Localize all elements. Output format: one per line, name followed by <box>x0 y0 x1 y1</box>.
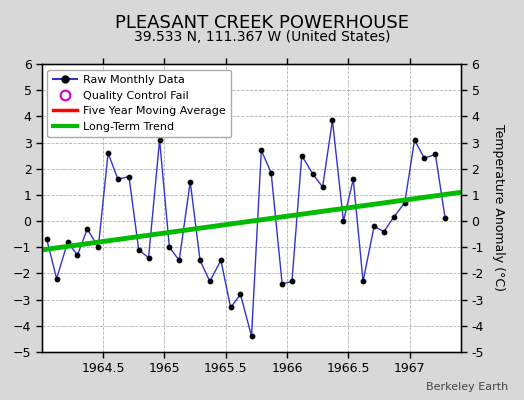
Point <box>145 254 153 261</box>
Point <box>156 137 164 143</box>
Point <box>165 244 173 250</box>
Point <box>267 170 275 176</box>
Point <box>431 151 440 158</box>
Point <box>298 152 306 159</box>
Point <box>186 179 194 185</box>
Point <box>370 223 378 230</box>
Text: Berkeley Earth: Berkeley Earth <box>426 382 508 392</box>
Point <box>257 147 266 154</box>
Point <box>359 278 367 284</box>
Point <box>278 281 286 287</box>
Legend: Raw Monthly Data, Quality Control Fail, Five Year Moving Average, Long-Term Tren: Raw Monthly Data, Quality Control Fail, … <box>48 70 231 137</box>
Point <box>309 171 317 177</box>
Point <box>226 304 235 311</box>
Point <box>94 244 103 250</box>
Point <box>52 276 61 282</box>
Point <box>104 150 112 156</box>
Point <box>389 214 398 220</box>
Point <box>125 173 133 180</box>
Point <box>42 236 51 243</box>
Text: 39.533 N, 111.367 W (United States): 39.533 N, 111.367 W (United States) <box>134 30 390 44</box>
Point <box>217 257 225 264</box>
Point <box>236 291 245 298</box>
Point <box>63 239 72 245</box>
Point <box>83 226 92 232</box>
Point <box>175 257 183 264</box>
Point <box>380 228 388 235</box>
Point <box>205 278 214 284</box>
Y-axis label: Temperature Anomaly (°C): Temperature Anomaly (°C) <box>493 124 505 292</box>
Point <box>247 333 256 340</box>
Point <box>328 117 336 124</box>
Point <box>349 176 357 182</box>
Point <box>420 155 429 162</box>
Point <box>400 200 409 206</box>
Point <box>339 218 347 224</box>
Point <box>410 137 419 143</box>
Point <box>288 278 296 284</box>
Point <box>114 176 122 182</box>
Point <box>441 215 450 222</box>
Point <box>319 184 327 190</box>
Point <box>73 252 82 258</box>
Text: PLEASANT CREEK POWERHOUSE: PLEASANT CREEK POWERHOUSE <box>115 14 409 32</box>
Point <box>196 257 204 264</box>
Point <box>135 247 143 253</box>
